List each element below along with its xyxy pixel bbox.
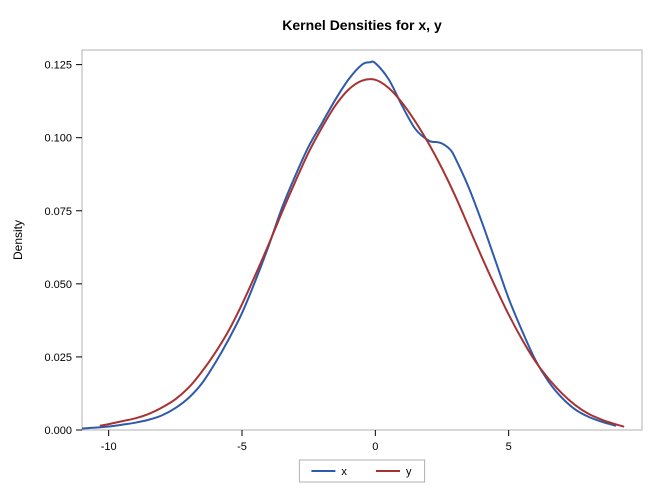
y-tick-label: 0.100 [44,133,72,145]
legend-label-x: x [341,466,347,478]
legend-label-y: y [406,466,412,478]
y-tick-label: 0.025 [44,352,72,364]
y-tick-label: 0.125 [44,60,72,72]
kernel-density-chart: Kernel Densities for x, y 0.000 0.025 0.050… [0,0,666,500]
y-tick-label: 0.075 [44,206,72,218]
y-tick-label: 0.000 [44,425,72,437]
chart-title: Kernel Densities for x, y [282,17,442,33]
x-tick-label: -10 [101,441,117,453]
y-axis-label: Density [11,220,25,260]
plot-area [82,50,642,430]
x-tick-label: 5 [506,441,512,453]
chart-svg: Kernel Densities for x, y 0.000 0.025 0.050… [0,0,666,500]
x-tick-label: -5 [237,441,247,453]
x-tick-label: 0 [372,441,378,453]
y-tick-label: 0.050 [44,279,72,291]
